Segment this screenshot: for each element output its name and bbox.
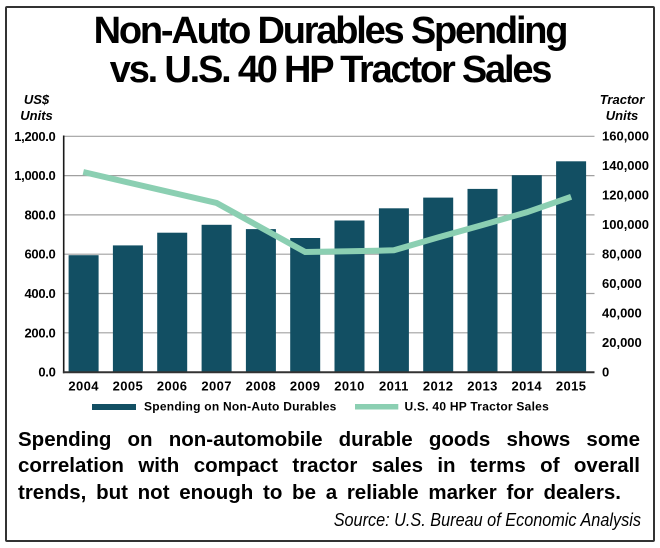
svg-text:2015: 2015 [556, 379, 587, 394]
svg-text:2007: 2007 [201, 379, 232, 394]
svg-text:1,200.0: 1,200.0 [14, 129, 55, 144]
svg-text:2011: 2011 [379, 379, 409, 394]
svg-text:1,000.0: 1,000.0 [14, 168, 55, 183]
svg-text:0.0: 0.0 [38, 365, 55, 380]
svg-text:U.S. 40 HP Tractor Sales: U.S. 40 HP Tractor Sales [405, 400, 550, 414]
svg-text:Tractor: Tractor [600, 92, 645, 107]
svg-text:120,000: 120,000 [602, 187, 649, 202]
svg-text:2009: 2009 [290, 379, 321, 394]
svg-text:800.0: 800.0 [24, 207, 55, 222]
svg-text:Units: Units [20, 108, 53, 123]
svg-text:100,000: 100,000 [602, 217, 649, 232]
svg-text:US$: US$ [24, 92, 50, 107]
svg-text:2004: 2004 [68, 379, 99, 394]
svg-text:40,000: 40,000 [602, 305, 642, 320]
svg-text:140,000: 140,000 [602, 158, 649, 173]
svg-text:2008: 2008 [246, 379, 277, 394]
svg-text:2014: 2014 [512, 379, 543, 394]
svg-text:Spending on Non-Auto Durables: Spending on Non-Auto Durables [144, 400, 337, 414]
svg-text:2006: 2006 [157, 379, 188, 394]
svg-text:Units: Units [606, 108, 639, 123]
svg-text:400.0: 400.0 [24, 286, 55, 301]
svg-text:60,000: 60,000 [602, 276, 642, 291]
svg-text:2012: 2012 [423, 379, 454, 394]
svg-text:2010: 2010 [334, 379, 365, 394]
svg-text:0: 0 [602, 364, 609, 379]
svg-text:20,000: 20,000 [602, 335, 642, 350]
svg-text:200.0: 200.0 [24, 325, 55, 340]
svg-text:2005: 2005 [113, 379, 144, 394]
svg-text:600.0: 600.0 [24, 247, 55, 262]
svg-text:2013: 2013 [467, 379, 498, 394]
svg-text:160,000: 160,000 [602, 129, 649, 144]
svg-text:80,000: 80,000 [602, 246, 642, 261]
